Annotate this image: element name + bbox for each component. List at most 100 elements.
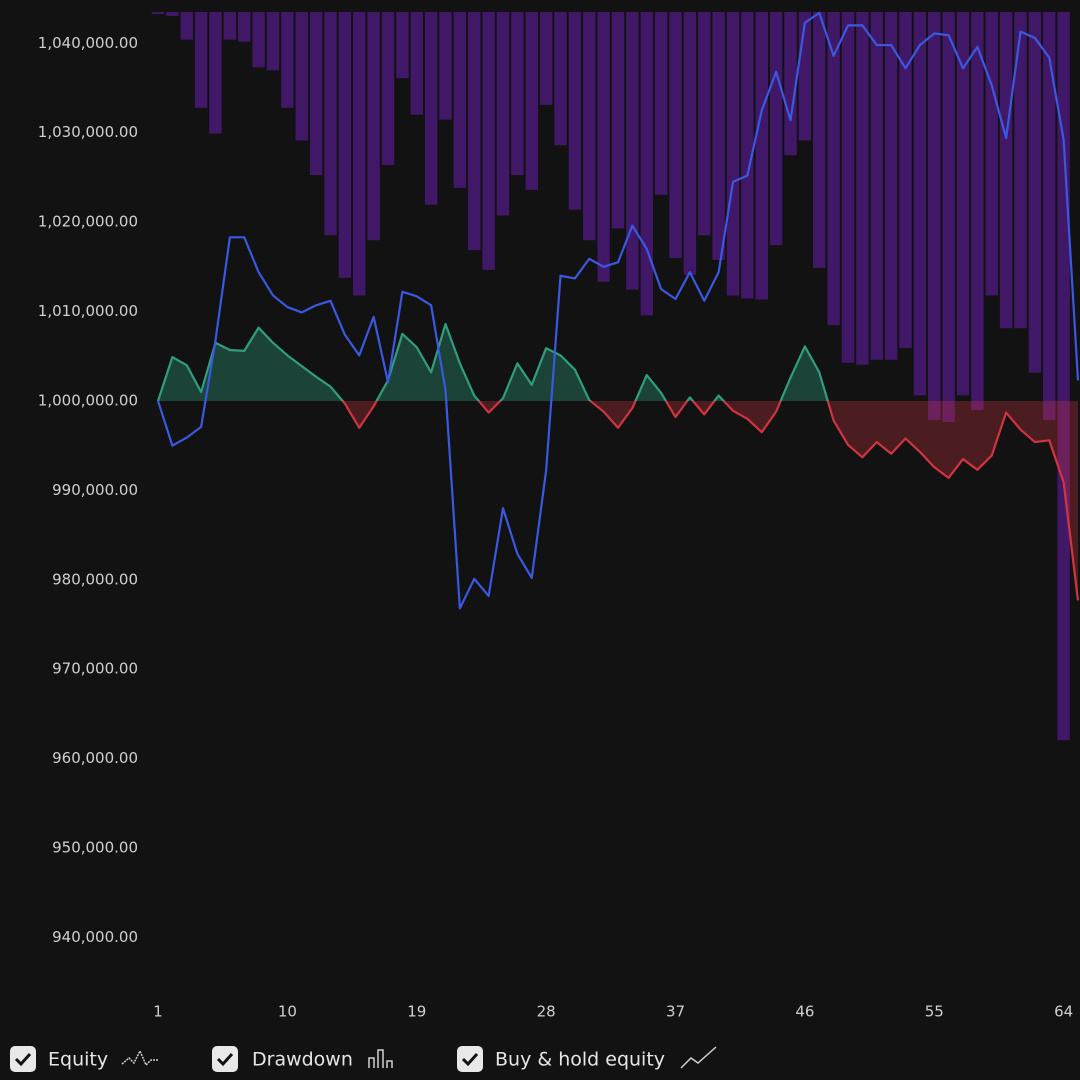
y-tick-label: 1,010,000.00: [38, 302, 138, 320]
y-tick-label: 940,000.00: [52, 928, 138, 946]
drawdown-bar: [1014, 12, 1027, 329]
equity-line: [156, 322, 1080, 601]
drawdown-bar: [151, 12, 165, 14]
drawdown-bar: [309, 12, 323, 176]
drawdown-bar: [1043, 12, 1056, 421]
drawdown-bar: [223, 12, 237, 40]
drawdown-bar: [626, 12, 639, 290]
y-tick-label: 990,000.00: [52, 481, 138, 499]
legend-icon: [121, 1049, 158, 1067]
x-tick-label: 19: [407, 1003, 426, 1021]
check-icon: [461, 1052, 479, 1067]
drawdown-bar: [913, 12, 927, 396]
legend-toggle[interactable]: Buy & hold equity: [457, 1046, 717, 1072]
drawdown-bar: [295, 12, 308, 141]
drawdown-bar: [583, 12, 596, 241]
drawdown-bar: [755, 12, 768, 300]
y-tick-label: 1,040,000.00: [38, 34, 138, 52]
y-tick-label: 960,000.00: [52, 749, 138, 767]
drawdown-bar: [856, 12, 869, 365]
x-tick-label: 28: [537, 1003, 556, 1021]
x-tick-label: 55: [925, 1003, 944, 1021]
drawdown-bar: [611, 12, 625, 229]
drawdown-bar: [597, 12, 610, 282]
x-tick-label: 46: [795, 1003, 814, 1021]
y-tick-label: 1,030,000.00: [38, 123, 138, 141]
drawdown-bar: [496, 12, 510, 216]
drawdown-bar: [568, 12, 582, 210]
drawdown-bar: [741, 12, 754, 299]
drawdown-bar: [669, 12, 682, 259]
drawdown-bar: [539, 12, 553, 105]
drawdown-bar: [985, 12, 998, 296]
y-tick-label: 1,000,000.00: [38, 391, 138, 409]
legend: Equity Drawdown Buy & hold equity: [10, 1046, 717, 1072]
x-tick-label: 10: [278, 1003, 297, 1021]
drawdown-bar: [482, 12, 495, 270]
drawdown-bar: [654, 12, 668, 195]
drawdown-bar: [238, 12, 251, 42]
drawdown-bar: [928, 12, 941, 421]
checkbox[interactable]: [457, 1046, 483, 1072]
plot-area: [151, 11, 1080, 741]
drawdown-bar: [424, 12, 438, 205]
drawdown-bar: [266, 12, 280, 71]
drawdown-bar: [870, 12, 883, 360]
drawdown-bar: [726, 12, 740, 296]
drawdown-bar: [324, 12, 337, 236]
equity-area: [158, 324, 1078, 601]
drawdown-bar: [640, 12, 653, 316]
x-tick-label: 37: [666, 1003, 685, 1021]
drawdown-bar: [367, 12, 380, 241]
drawdown-bar: [971, 12, 984, 411]
drawdown-bar: [281, 12, 294, 108]
legend-label: Equity: [48, 1049, 108, 1071]
y-tick-label: 1,020,000.00: [38, 213, 138, 231]
drawdown-bar: [353, 12, 366, 296]
buy-hold-line: [156, 11, 1080, 610]
drawdown-bar: [381, 12, 395, 166]
drawdown-bar: [798, 12, 812, 141]
drawdown-bar: [1028, 12, 1042, 373]
drawdown-bar: [180, 12, 193, 40]
drawdown-bar: [813, 12, 826, 268]
drawdown-bar: [769, 12, 783, 246]
drawdown-bar: [338, 12, 352, 278]
drawdown-bar: [999, 12, 1013, 329]
checkbox[interactable]: [212, 1046, 238, 1072]
check-icon: [216, 1052, 234, 1067]
legend-toggle[interactable]: Drawdown: [212, 1046, 393, 1072]
drawdown-bar: [410, 12, 423, 115]
drawdown-bar: [252, 12, 265, 68]
drawdown-bar: [468, 12, 481, 251]
drawdown-bar: [712, 12, 725, 260]
drawdown-bar: [841, 12, 855, 363]
drawdown-bar: [453, 12, 467, 188]
checkbox[interactable]: [10, 1046, 36, 1072]
drawdown-bar: [942, 12, 955, 423]
x-tick-label: 1: [153, 1003, 163, 1021]
y-tick-label: 950,000.00: [52, 839, 138, 857]
x-tick-label: 64: [1054, 1003, 1073, 1021]
drawdown-bar: [439, 12, 452, 120]
drawdown-bar: [827, 12, 840, 326]
drawdown-bar: [784, 12, 797, 156]
legend-toggle[interactable]: Equity: [10, 1046, 158, 1072]
legend-icon: [368, 1049, 393, 1068]
legend-label: Buy & hold equity: [495, 1049, 665, 1071]
drawdown-bar: [899, 12, 912, 348]
y-tick-label: 970,000.00: [52, 660, 138, 678]
check-icon: [14, 1052, 32, 1067]
drawdown-bar: [698, 12, 711, 236]
drawdown-bar: [511, 12, 524, 176]
legend-label: Drawdown: [252, 1049, 353, 1071]
y-tick-label: 980,000.00: [52, 570, 138, 588]
drawdown-bar: [554, 12, 567, 146]
drawdown-bar: [525, 12, 538, 190]
drawdown-bar: [166, 12, 179, 16]
drawdown-bar: [396, 12, 409, 79]
drawdown-bar: [209, 12, 222, 134]
drawdown-bar: [683, 12, 697, 275]
